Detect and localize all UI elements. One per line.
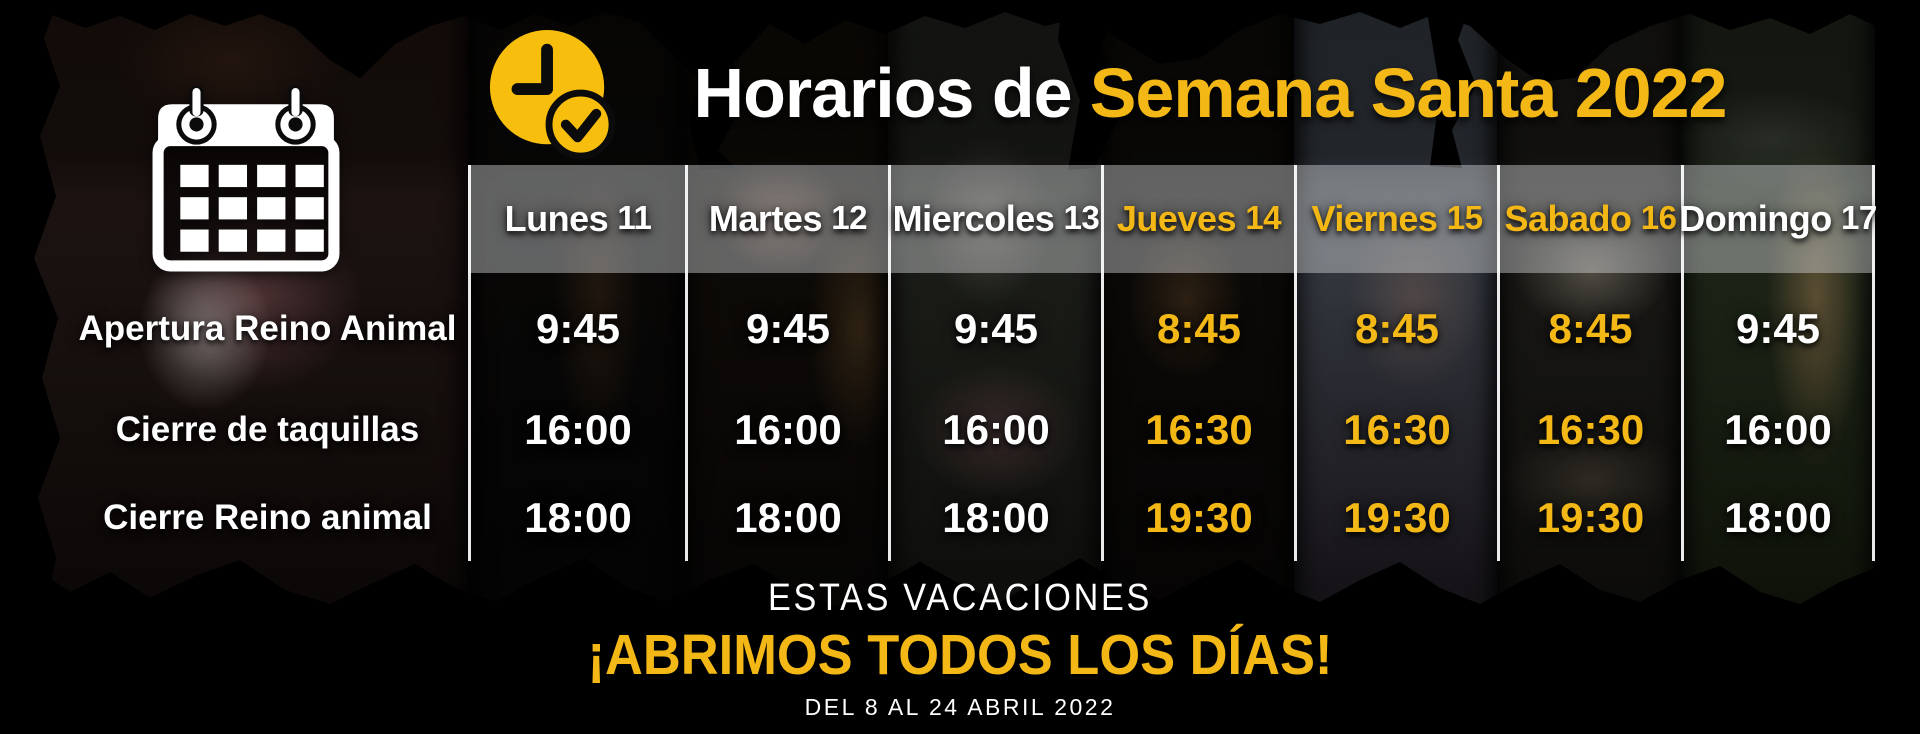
calendar-icon — [152, 86, 340, 272]
page-title: Horarios de Semana Santa 2022 — [660, 56, 1760, 130]
day-name: Viernes — [1311, 198, 1438, 239]
day-name: Miercoles — [892, 198, 1055, 239]
time-cell: 9:45 — [888, 273, 1101, 385]
footer-line-abrimos: ¡ABRIMOS TODOS LOS DÍAS! — [587, 623, 1333, 687]
day-number: 14 — [1245, 200, 1282, 237]
time-cell: 18:00 — [888, 475, 1101, 561]
time-cell: 16:00 — [685, 385, 888, 475]
row-label-cierre-reino: Cierre Reino animal — [103, 498, 432, 537]
day-header-miercoles: Miercoles 13 — [888, 165, 1101, 273]
time-cell: 16:30 — [1294, 385, 1497, 475]
day-header-jueves: Jueves 14 — [1101, 165, 1294, 273]
footer-line-dates: DEL 8 AL 24 ABRIL 2022 — [804, 694, 1116, 720]
time-cell: 19:30 — [1497, 475, 1681, 561]
table-corner-spacer — [55, 165, 468, 273]
time-cell: 16:30 — [1497, 385, 1681, 475]
day-header-lunes: Lunes 11 — [468, 165, 685, 273]
day-number: 12 — [831, 200, 868, 237]
time-cell: 16:00 — [468, 385, 685, 475]
day-number: 17 — [1840, 200, 1877, 237]
footer-line-vacaciones: ESTAS VACACIONES — [767, 577, 1153, 619]
time-cell: 9:45 — [468, 273, 685, 385]
title-prefix: Horarios de — [693, 54, 1073, 132]
title-highlight: Semana Santa 2022 — [1089, 54, 1728, 132]
day-number: 13 — [1063, 200, 1100, 237]
time-cell: 8:45 — [1497, 273, 1681, 385]
footer: ESTAS VACACIONES ¡ABRIMOS TODOS LOS DÍAS… — [0, 577, 1920, 721]
time-cell: 19:30 — [1101, 475, 1294, 561]
time-cell: 8:45 — [1101, 273, 1294, 385]
time-cell: 9:45 — [1681, 273, 1875, 385]
schedule-table: Lunes 11 Martes 12 Miercoles 13 Jueves 14 Vi… — [55, 165, 1877, 561]
row-label-apertura: Apertura Reino Animal — [78, 309, 457, 348]
day-header-martes: Martes 12 — [685, 165, 888, 273]
time-cell: 16:00 — [1681, 385, 1875, 475]
time-cell: 18:00 — [685, 475, 888, 561]
time-cell: 8:45 — [1294, 273, 1497, 385]
row-label-cierre-taquillas: Cierre de taquillas — [115, 410, 420, 449]
day-header-viernes: Viernes 15 — [1294, 165, 1497, 273]
time-cell: 18:00 — [1681, 475, 1875, 561]
day-name: Martes — [708, 198, 823, 239]
time-cell: 19:30 — [1294, 475, 1497, 561]
time-cell: 9:45 — [685, 273, 888, 385]
day-name: Lunes — [504, 198, 609, 239]
time-cell: 16:00 — [888, 385, 1101, 475]
day-header-domingo: Domingo 17 — [1679, 165, 1877, 273]
day-number: 11 — [617, 200, 652, 237]
clock-check-icon — [489, 30, 616, 160]
day-name: Jueves — [1116, 198, 1237, 239]
day-header-sabado: Sabado 16 — [1497, 165, 1681, 273]
day-name: Domingo — [1679, 198, 1832, 239]
day-name: Sabado — [1504, 198, 1632, 239]
time-cell: 18:00 — [468, 475, 685, 561]
time-cell: 16:30 — [1101, 385, 1294, 475]
day-number: 16 — [1640, 200, 1677, 237]
day-number: 15 — [1446, 200, 1483, 237]
